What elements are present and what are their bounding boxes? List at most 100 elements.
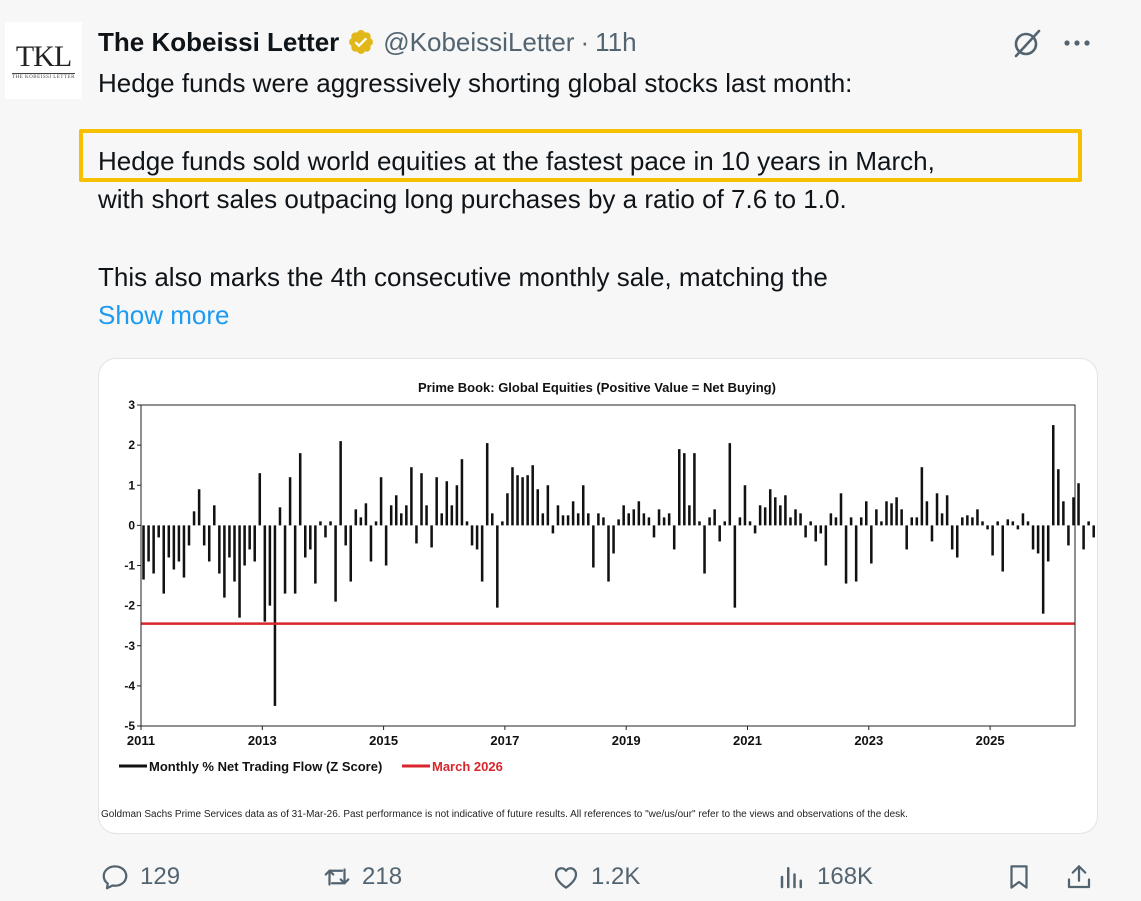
chart-bar [243, 525, 246, 566]
x-tick-label: 2019 [612, 733, 641, 748]
chart-bar [228, 525, 231, 558]
chart-bar [986, 525, 989, 530]
chart-bar [647, 517, 651, 526]
author-handle[interactable]: @KobeissiLetter [383, 26, 575, 57]
chart-bar [1087, 521, 1090, 526]
tweet-text-line: Hedge funds were aggressively shorting g… [98, 68, 853, 98]
chart-bar [976, 509, 979, 526]
chart-bar [1011, 521, 1015, 526]
chart-bar [900, 509, 903, 526]
chart-bar [1036, 525, 1040, 554]
chart-bar [597, 513, 600, 526]
chart-bar [849, 517, 853, 526]
chart-bar [1046, 525, 1050, 562]
chart-bar [400, 513, 403, 526]
chart-bar [819, 525, 823, 534]
chart-bar [895, 497, 898, 526]
y-tick-label: 1 [128, 478, 135, 492]
chart-bar [602, 517, 605, 526]
avatar[interactable]: TKL THE KOBEISSI LETTER [5, 22, 82, 99]
chart-bar [410, 467, 413, 526]
grok-icon[interactable] [1010, 26, 1044, 60]
chart-bar [369, 525, 373, 562]
author-name[interactable]: The Kobeissi Letter [98, 26, 340, 57]
chart-bar [587, 513, 590, 526]
chart-bar [248, 525, 251, 550]
chart-bar [870, 525, 873, 564]
chart-bar [293, 525, 297, 594]
chart-bar [784, 495, 787, 526]
chart-bar [480, 525, 484, 582]
chart-bar [435, 477, 438, 526]
chart-bar [799, 513, 802, 526]
chart-bar [496, 525, 499, 608]
chart-bar [561, 515, 565, 526]
chart-bar [925, 501, 929, 526]
views-button[interactable]: 168K [777, 855, 873, 899]
x-tick-label: 2021 [733, 733, 762, 748]
chart-bar [506, 493, 509, 526]
chart-bar [693, 453, 696, 526]
reply-button[interactable]: 129 [100, 855, 180, 899]
like-button[interactable]: 1.2K [551, 855, 640, 899]
share-button[interactable] [1064, 855, 1094, 899]
chart-bar [491, 513, 494, 526]
tweet-timestamp[interactable]: 11h [595, 26, 637, 57]
chart-bar [940, 513, 944, 526]
chart-bar [581, 485, 585, 526]
chart-bar [576, 513, 580, 526]
chart-bar [344, 525, 347, 546]
chart-bar [829, 513, 833, 526]
tweet-text-line: with short sales outpacing long purchase… [98, 184, 847, 214]
chart-bar [612, 525, 615, 554]
chart-bar [1006, 519, 1010, 526]
avatar-logo: TKL [15, 39, 72, 73]
chart-bar [617, 519, 620, 526]
chart-bar [1072, 497, 1075, 526]
chart-bar [501, 521, 504, 526]
chart-bar [1026, 521, 1030, 526]
show-more-link[interactable]: Show more [98, 300, 230, 330]
chart-bar [551, 525, 555, 534]
chart-bar [854, 525, 858, 582]
chart-bar [607, 525, 610, 582]
x-tick-label: 2011 [127, 733, 155, 748]
repost-icon [324, 868, 350, 886]
chart-bar [177, 525, 181, 562]
chart-bar [192, 511, 196, 526]
chart-bar [556, 505, 560, 526]
chart-bar [688, 505, 691, 526]
media-card[interactable]: Prime Book: Global Equities (Positive Va… [98, 358, 1098, 834]
chart-bar [425, 505, 428, 526]
chart-bar [678, 449, 681, 526]
legend-label-march: March 2026 [432, 759, 503, 774]
chart-bar [309, 525, 312, 550]
chart-bar [152, 525, 155, 574]
bookmark-icon [1010, 865, 1028, 889]
chart-bar [794, 509, 797, 526]
chart-bar [566, 515, 570, 526]
chart-bar [652, 525, 656, 538]
y-tick-label: 0 [128, 518, 135, 532]
chart-bar [430, 525, 433, 548]
chart-bar [536, 489, 540, 526]
chart-bar [445, 481, 449, 526]
chart-bar [420, 473, 423, 526]
chart-bar [197, 489, 201, 526]
chart-bar [258, 473, 262, 526]
chart-bar [415, 525, 418, 544]
repost-button[interactable]: 218 [322, 855, 402, 899]
chart-title: Prime Book: Global Equities (Positive Va… [418, 380, 776, 395]
chart-bar [531, 465, 534, 526]
chart-bar [758, 505, 762, 526]
chart-bar [238, 525, 241, 618]
more-options-icon[interactable] [1062, 28, 1092, 58]
chart-bar [1016, 525, 1020, 530]
bookmark-button[interactable] [1004, 855, 1034, 899]
chart-bar [981, 521, 984, 526]
y-tick-label: -1 [124, 559, 135, 573]
legend-label-flow: Monthly % Net Trading Flow (Z Score) [149, 759, 382, 774]
chart-bar [672, 525, 676, 550]
chart-bar [223, 525, 226, 598]
chart-bar [455, 485, 459, 526]
